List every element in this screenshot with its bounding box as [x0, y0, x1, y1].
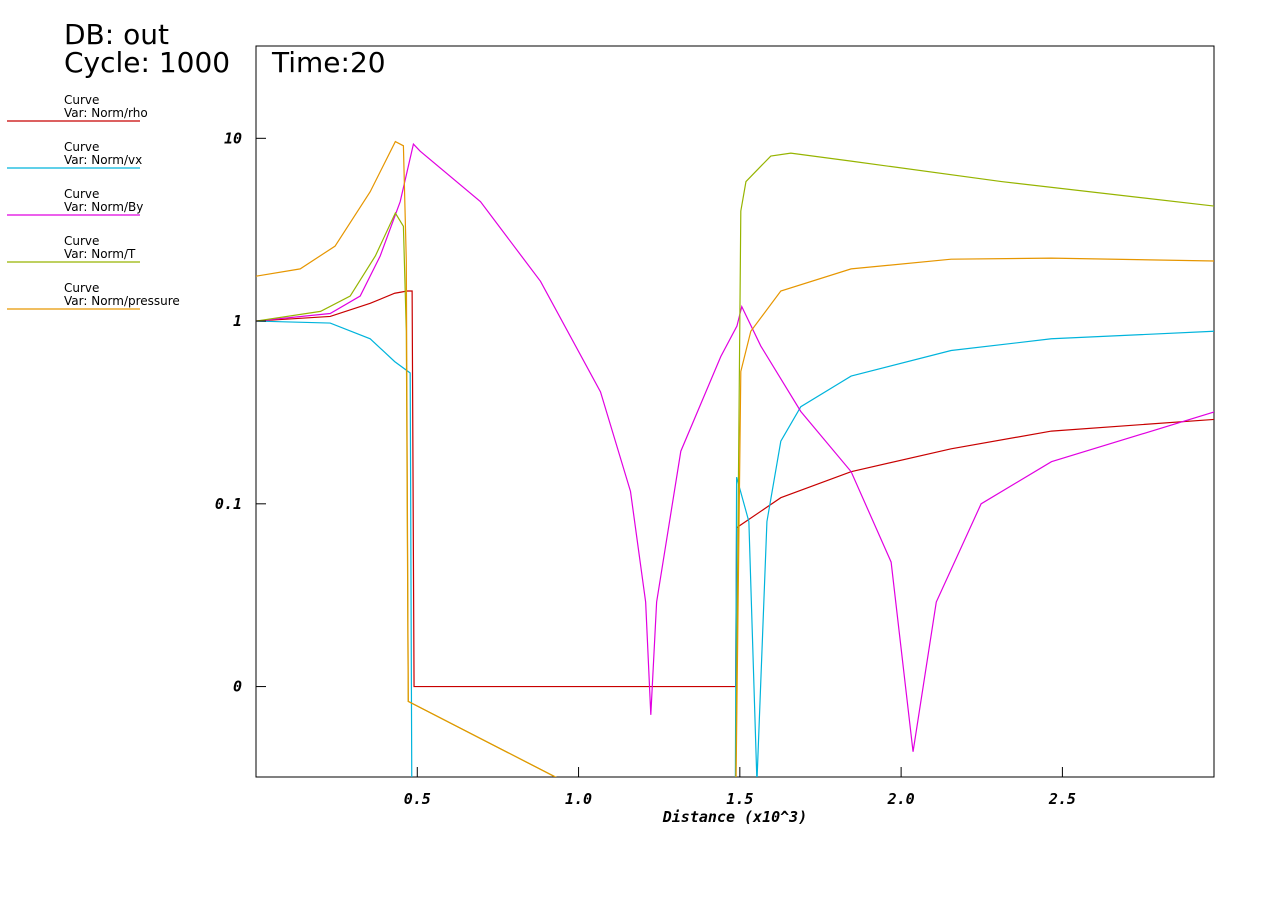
legend-label: Var: Norm/By: [64, 200, 143, 214]
db-label: DB: out: [64, 18, 169, 51]
curve: [256, 320, 1214, 777]
legend-title: Curve: [64, 234, 99, 248]
legend-label: Var: Norm/pressure: [64, 294, 180, 308]
x-tick-label: 2.0: [887, 790, 915, 808]
legend-label: Var: Norm/vx: [64, 153, 142, 167]
plot-area: [256, 140, 1214, 777]
legend-label: Var: Norm/T: [64, 247, 136, 261]
y-tick-label: 0: [233, 678, 242, 696]
legend-title: Curve: [64, 93, 99, 107]
curve: [256, 140, 1214, 777]
legend-title: Curve: [64, 140, 99, 154]
y-tick-label: 10: [224, 129, 242, 147]
curve: [256, 152, 1214, 777]
x-tick-label: 1.5: [726, 790, 753, 808]
legend-label: Var: Norm/rho: [64, 106, 148, 120]
time-label: Time:20: [271, 46, 386, 79]
y-tick-label: 1: [233, 312, 242, 330]
x-tick-label: 0.5: [404, 790, 431, 808]
legend-title: Curve: [64, 281, 99, 295]
x-axis-label: Distance (x10^3): [662, 808, 808, 826]
x-tick-label: 1.0: [565, 790, 592, 808]
legend-title: Curve: [64, 187, 99, 201]
cycle-label: Cycle: 1000: [64, 46, 230, 79]
y-tick-label: 0.1: [215, 495, 242, 513]
curve: [256, 290, 1214, 688]
x-tick-label: 2.5: [1048, 790, 1076, 808]
